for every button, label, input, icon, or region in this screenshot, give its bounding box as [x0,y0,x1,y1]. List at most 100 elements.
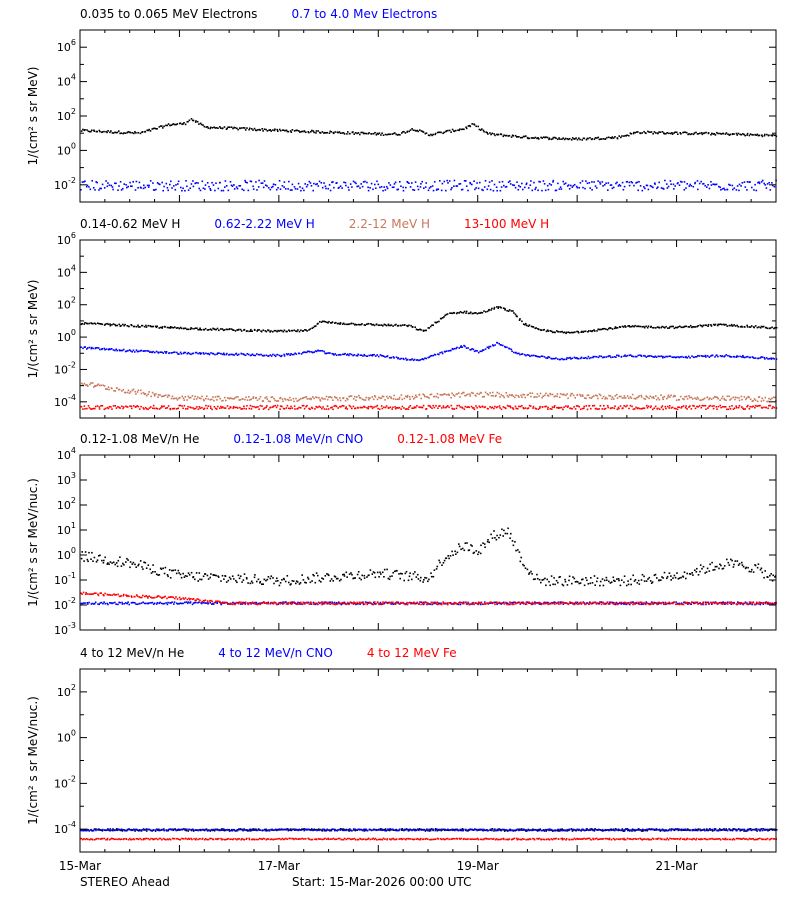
data-point [107,562,109,564]
data-point [228,576,231,579]
data-point [712,397,715,399]
data-point [481,349,484,351]
data-point [248,407,251,410]
data-point [198,187,200,190]
data-point [438,559,440,562]
data-point [190,183,193,185]
data-point [100,384,103,387]
data-point [323,603,326,605]
data-point [446,394,448,396]
data-point [354,407,357,409]
data-point [162,395,164,398]
data-point [683,571,686,573]
data-point [459,601,461,603]
data-point [348,354,350,357]
data-point [114,323,116,326]
data-point [769,189,772,191]
data-point [632,602,635,604]
data-point [445,405,448,408]
data-point [429,355,432,357]
data-point [163,405,165,407]
data-point [178,596,181,599]
data-point [483,406,486,409]
data-point [608,355,610,357]
data-point [314,581,317,584]
data-point [752,405,754,408]
data-point [460,128,463,131]
data-point [489,132,491,134]
data-point [481,312,484,314]
data-point [270,396,273,399]
data-point [179,573,182,576]
data-point [430,393,433,396]
data-point [262,355,265,357]
data-point [83,382,86,385]
legend-label: 0.62-2.22 MeV H [214,217,314,231]
data-point [296,603,298,606]
data-point [610,137,613,140]
data-point [362,132,365,135]
data-point [249,330,252,332]
data-point [223,353,226,356]
data-point [430,186,432,188]
data-point [92,593,95,595]
data-point [188,598,191,601]
data-point [442,405,445,407]
data-point [759,603,762,606]
data-point [175,596,177,598]
data-point [735,603,738,605]
data-point [613,579,615,582]
data-point [612,602,614,605]
data-point [261,583,263,585]
data-point [136,350,139,353]
data-point [277,329,279,332]
data-point [414,603,417,605]
data-point [771,580,774,582]
data-point [553,395,556,398]
data-point [266,185,268,187]
data-point [759,568,762,571]
data-point [289,354,291,356]
data-point [540,136,542,139]
data-point [702,183,704,185]
data-point [290,603,293,605]
data-point [166,326,169,329]
data-point [531,573,533,575]
data-point [622,601,625,604]
data-point [322,578,325,580]
data-point [609,355,611,357]
data-point [428,134,431,137]
data-point [160,407,162,409]
data-point [616,408,619,411]
data-point [302,404,305,407]
data-point [374,576,377,579]
data-point [655,327,657,329]
data-point [775,326,778,329]
data-point [683,189,686,191]
data-point [730,323,733,326]
data-point [413,398,415,400]
data-point [192,602,195,604]
data-point [563,138,566,141]
data-point [732,602,734,604]
data-point [708,187,711,190]
data-point [534,327,536,330]
data-point [500,307,502,309]
data-point [381,571,384,574]
data-point [132,561,135,564]
data-point [250,354,253,356]
data-point [240,408,242,410]
data-point [518,319,521,321]
data-point [704,572,706,574]
data-point [289,189,292,191]
data-point [453,602,456,604]
series-3 [81,382,777,403]
data-point [539,392,542,395]
data-point [712,569,714,571]
data-point [623,355,625,357]
data-point [155,393,157,395]
data-point [169,124,171,127]
data-point [171,569,173,572]
data-point [747,603,749,605]
data-point [705,408,707,410]
